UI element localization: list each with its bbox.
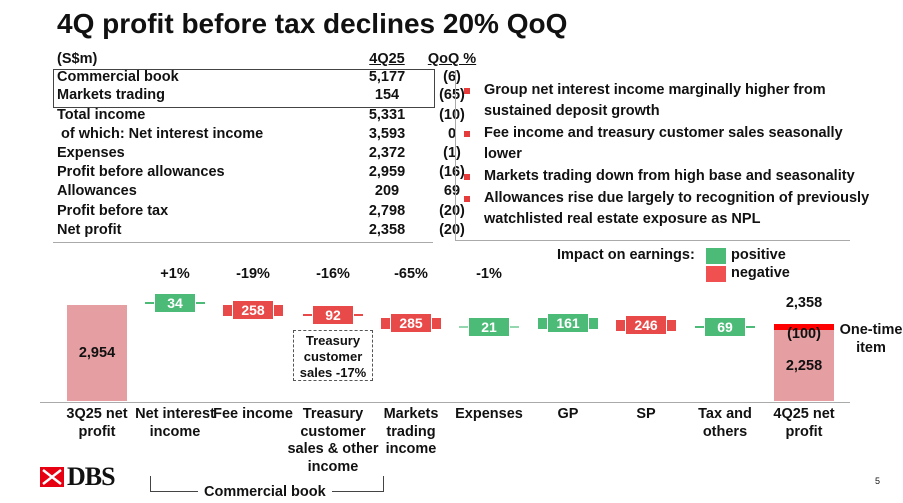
category-label: Tax and others bbox=[698, 406, 752, 440]
row-value: 2,372 bbox=[368, 145, 406, 161]
category-label: Treasury customer sales & other income bbox=[287, 406, 379, 475]
row-value: 154 bbox=[374, 87, 400, 103]
bullet-item: Allowances rise due largely to recogniti… bbox=[462, 188, 872, 230]
start-bar bbox=[67, 305, 127, 401]
category-label: Expenses bbox=[455, 406, 523, 422]
row-qoq: (16) bbox=[439, 164, 465, 180]
col-4q25-header: 4Q25 bbox=[369, 51, 405, 67]
highlight-box bbox=[53, 69, 435, 108]
row-qoq: (6) bbox=[443, 69, 461, 85]
row-qoq: 69 bbox=[443, 183, 461, 199]
table-row: Profit before tax 2,798 (20) bbox=[57, 203, 465, 222]
table-row: Expenses 2,372 (1) bbox=[57, 145, 461, 164]
pct-change-label: +1% bbox=[160, 266, 190, 282]
waterfall-value: 69 bbox=[704, 317, 746, 337]
end-value: 2,258 bbox=[785, 358, 823, 374]
table-row: of which: Net interest income 3,593 0 bbox=[57, 126, 456, 145]
legend-negative-label: negative bbox=[731, 265, 790, 281]
one-time-value: (100) bbox=[787, 326, 821, 342]
legend-positive-swatch bbox=[706, 248, 726, 264]
pct-change-label: -65% bbox=[394, 266, 428, 282]
waterfall-value: 161 bbox=[547, 313, 589, 333]
row-value: 209 bbox=[374, 183, 400, 199]
col-qoq-header: QoQ % bbox=[427, 51, 477, 67]
category-label: SP bbox=[636, 406, 656, 422]
bullet-item: Fee income and treasury customer sales s… bbox=[462, 123, 872, 165]
row-value: 2,358 bbox=[368, 222, 406, 238]
category-label: Markets trading income bbox=[383, 406, 439, 457]
table-row: Allowances 209 69 bbox=[57, 183, 460, 202]
one-time-bar bbox=[774, 324, 834, 330]
category-label: 3Q25 net profit bbox=[66, 406, 128, 440]
row-label: Net profit bbox=[57, 222, 122, 238]
slide-title: 4Q profit before tax declines 20% QoQ bbox=[57, 8, 568, 39]
pct-change-label: -19% bbox=[236, 266, 270, 282]
pct-change-label: -16% bbox=[316, 266, 350, 282]
waterfall-value: 34 bbox=[154, 293, 196, 313]
row-qoq: (20) bbox=[439, 222, 465, 238]
dbs-logo: DBS bbox=[40, 462, 116, 492]
category-label: Fee income bbox=[213, 406, 293, 422]
row-label: Profit before allowances bbox=[57, 164, 225, 180]
row-label: Allowances bbox=[57, 183, 137, 199]
table-row: Markets trading 154 (65) bbox=[57, 87, 465, 106]
bullet-list: Group net interest income marginally hig… bbox=[462, 80, 872, 231]
start-value: 2,954 bbox=[78, 345, 116, 361]
waterfall-value: 258 bbox=[232, 300, 274, 320]
bullet-item: Markets trading down from high base and … bbox=[462, 166, 872, 187]
table-row: Net profit 2,358 (20) bbox=[57, 222, 465, 241]
waterfall-value: 21 bbox=[468, 317, 510, 337]
panel-divider bbox=[455, 240, 850, 241]
row-value: 5,177 bbox=[368, 69, 406, 85]
waterfall-value: 285 bbox=[390, 313, 432, 333]
waterfall-value: 246 bbox=[625, 315, 667, 335]
category-label: GP bbox=[557, 406, 579, 422]
row-value: 3,593 bbox=[368, 126, 406, 142]
row-label: Markets trading bbox=[57, 87, 165, 103]
dbs-x-icon bbox=[40, 467, 64, 487]
axis-line bbox=[40, 402, 850, 403]
row-label: Commercial book bbox=[57, 69, 179, 85]
end-bar bbox=[774, 330, 834, 401]
row-label: Profit before tax bbox=[57, 203, 169, 219]
one-time-label: One-time item bbox=[839, 322, 903, 356]
table-row: Commercial book 5,177 (6) bbox=[57, 69, 461, 88]
row-qoq: (65) bbox=[439, 87, 465, 103]
brand-name: DBS bbox=[67, 462, 116, 491]
row-value: 2,959 bbox=[368, 164, 406, 180]
row-qoq: (1) bbox=[443, 145, 461, 161]
page-number: 5 bbox=[875, 476, 881, 486]
row-label: Total income bbox=[57, 107, 146, 123]
table-row: Total income 5,331 (10) bbox=[57, 107, 465, 126]
end-total: 2,358 bbox=[785, 295, 823, 311]
legend-title: Impact on earnings: bbox=[557, 247, 695, 263]
pct-change-label: -1% bbox=[476, 266, 502, 282]
table-divider bbox=[53, 242, 433, 243]
row-qoq: (10) bbox=[439, 107, 465, 123]
category-label: Net interest income bbox=[135, 406, 215, 440]
legend-positive-label: positive bbox=[731, 247, 786, 263]
row-label: Expenses bbox=[57, 145, 125, 161]
table-header: (S$m) 4Q25 QoQ % bbox=[57, 51, 476, 70]
row-value: 5,331 bbox=[368, 107, 406, 123]
row-qoq: 0 bbox=[447, 126, 457, 142]
row-value: 2,798 bbox=[368, 203, 406, 219]
row-qoq: (20) bbox=[439, 203, 465, 219]
legend-negative-swatch bbox=[706, 266, 726, 282]
category-label: 4Q25 net profit bbox=[773, 406, 835, 440]
panel-divider bbox=[455, 70, 456, 240]
bullet-item: Group net interest income marginally hig… bbox=[462, 80, 872, 122]
table-row: Profit before allowances 2,959 (16) bbox=[57, 164, 465, 183]
treasury-annotation: Treasury customer sales -17% bbox=[293, 330, 373, 381]
row-label: of which: Net interest income bbox=[57, 126, 264, 142]
unit-header: (S$m) bbox=[57, 51, 98, 67]
waterfall-value: 92 bbox=[312, 305, 354, 325]
bracket-label: Commercial book bbox=[198, 484, 332, 500]
